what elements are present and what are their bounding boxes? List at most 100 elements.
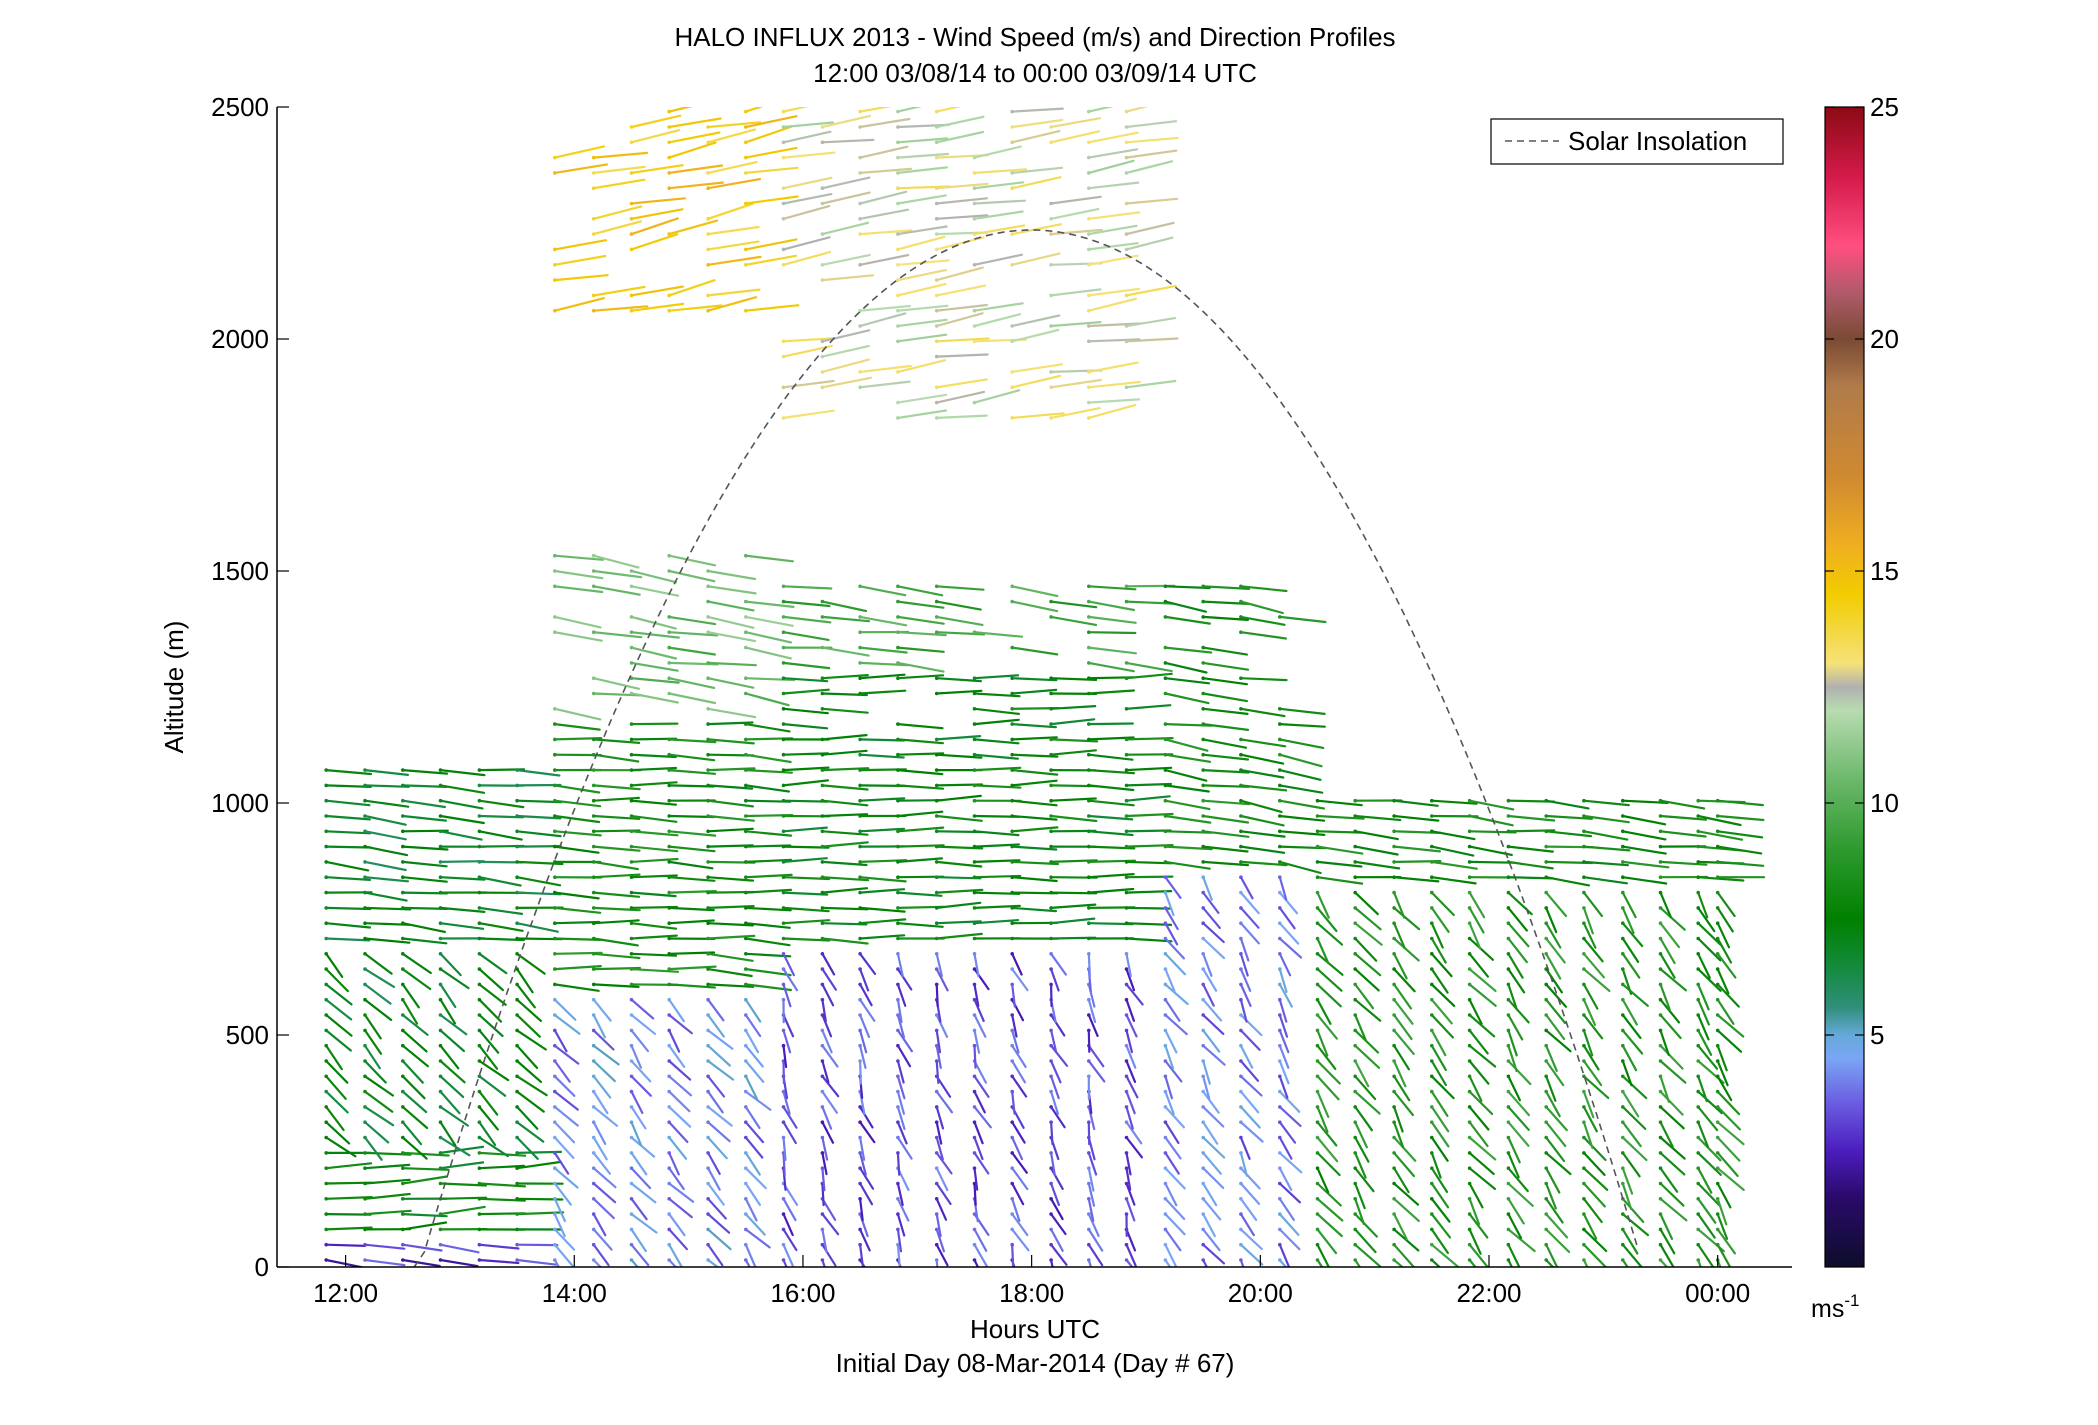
wind-barb-origin [629, 308, 634, 313]
wind-barb-origin [1087, 752, 1091, 757]
wind-barb [1011, 799, 1058, 807]
wind-barb [401, 814, 447, 822]
wind-barb-origin [781, 1135, 786, 1140]
wind-barb [821, 1151, 828, 1176]
wind-barb-origin [401, 936, 405, 941]
wind-barb-origin [1049, 1181, 1053, 1186]
wind-barb [1011, 1151, 1028, 1174]
wind-barb-origin [1010, 324, 1014, 328]
wind-barb [782, 1243, 795, 1267]
wind-barb-origin [934, 1227, 939, 1232]
wind-barb-origin [363, 1043, 367, 1048]
wind-barb [1125, 1151, 1132, 1176]
wind-barb-origin [1467, 1227, 1472, 1232]
wind-barb [1392, 1258, 1405, 1267]
wind-barb-origin [553, 1059, 557, 1063]
wind-barb-origin [591, 860, 596, 864]
wind-barb [706, 569, 757, 581]
wind-barb [744, 1013, 762, 1038]
wind-barb-origin [401, 997, 405, 1002]
wind-barb-origin [629, 967, 634, 971]
wind-barb-origin [1582, 814, 1586, 818]
wind-barb [896, 107, 922, 113]
wind-barb [1239, 967, 1252, 992]
wind-barb-origin [706, 140, 710, 145]
wind-barb [1430, 891, 1455, 917]
wind-barb [630, 233, 679, 251]
wind-barb [515, 1059, 543, 1084]
wind-barb [1545, 799, 1590, 810]
wind-barb-origin [781, 921, 786, 925]
wind-barb-origin [1715, 829, 1720, 834]
wind-barb [1202, 1197, 1222, 1221]
wind-barb-origin [1696, 1197, 1700, 1201]
wind-barb-origin [1239, 982, 1243, 987]
wind-barb [1659, 1136, 1686, 1160]
wind-barb-origin [1124, 1089, 1129, 1094]
wind-barb-origin [1658, 890, 1663, 895]
wind-barb-origin [1010, 752, 1014, 757]
wind-barb [1011, 753, 1059, 758]
wind-barb-origin [972, 232, 977, 236]
wind-barb [1164, 1136, 1182, 1160]
wind-barb [1087, 631, 1137, 635]
wind-barb [592, 784, 641, 791]
wind-barb [1621, 1167, 1634, 1195]
wind-barb-origin [820, 263, 825, 267]
wind-barb-origin [324, 798, 329, 803]
wind-barb-origin [324, 783, 329, 788]
wind-barb-origin [629, 1043, 634, 1048]
wind-barb [1697, 1013, 1710, 1041]
wind-barb-origin [438, 1043, 443, 1048]
wind-barb [1507, 983, 1518, 1011]
wind-barb-origin [1201, 1089, 1205, 1094]
wind-barb [1164, 876, 1182, 899]
wind-barb [553, 1151, 570, 1175]
wind-barb-origin [1010, 263, 1014, 267]
wind-barb [1621, 1075, 1648, 1100]
wind-barb-origin [553, 278, 557, 282]
wind-barb [668, 1029, 681, 1053]
wind-barb-origin [591, 997, 596, 1002]
wind-barb-origin [781, 860, 786, 864]
wind-barb [935, 600, 982, 611]
wind-barb [439, 784, 486, 794]
wind-barb-origin [477, 798, 482, 803]
wind-barb [1430, 937, 1447, 964]
wind-barb [858, 646, 908, 654]
wind-barb-origin [1163, 982, 1168, 987]
wind-barb-origin [781, 186, 786, 190]
wind-barb-origin [1353, 1120, 1357, 1124]
wind-barb [1545, 1228, 1571, 1254]
wind-barb-origin [401, 829, 405, 834]
wind-barb [1316, 845, 1364, 855]
wind-barb-origin [1239, 707, 1243, 711]
wind-barb-origin [858, 952, 862, 956]
wind-barb [1049, 321, 1102, 328]
wind-barb [1354, 952, 1382, 977]
wind-barb-origin [1658, 829, 1663, 834]
wind-barb-origin [667, 1212, 671, 1216]
wind-barb-origin [1715, 875, 1720, 879]
wind-barb-origin [1621, 1028, 1625, 1033]
wind-barb [821, 1059, 830, 1084]
wind-barb-origin [1582, 1242, 1586, 1247]
wind-barb-origin [1049, 1074, 1053, 1079]
wind-barb [553, 707, 602, 721]
wind-barb [515, 952, 546, 975]
wind-barb [1202, 768, 1250, 774]
wind-barb-origin [667, 936, 671, 941]
wind-barb [668, 181, 724, 190]
wind-barb [706, 1044, 731, 1067]
wind-barb [896, 952, 904, 978]
wind-barb [1697, 937, 1722, 962]
wind-barb [1087, 814, 1134, 821]
wind-barb-origin [1353, 875, 1357, 879]
wind-barb-origin [820, 752, 825, 757]
wind-barb-origin [1430, 936, 1434, 941]
wind-barb-origin [1506, 1227, 1511, 1232]
wind-barb-origin [1239, 890, 1243, 895]
wind-barb-origin [1544, 1181, 1548, 1186]
wind-barb-origin [667, 293, 671, 298]
wind-barb [325, 1162, 373, 1170]
